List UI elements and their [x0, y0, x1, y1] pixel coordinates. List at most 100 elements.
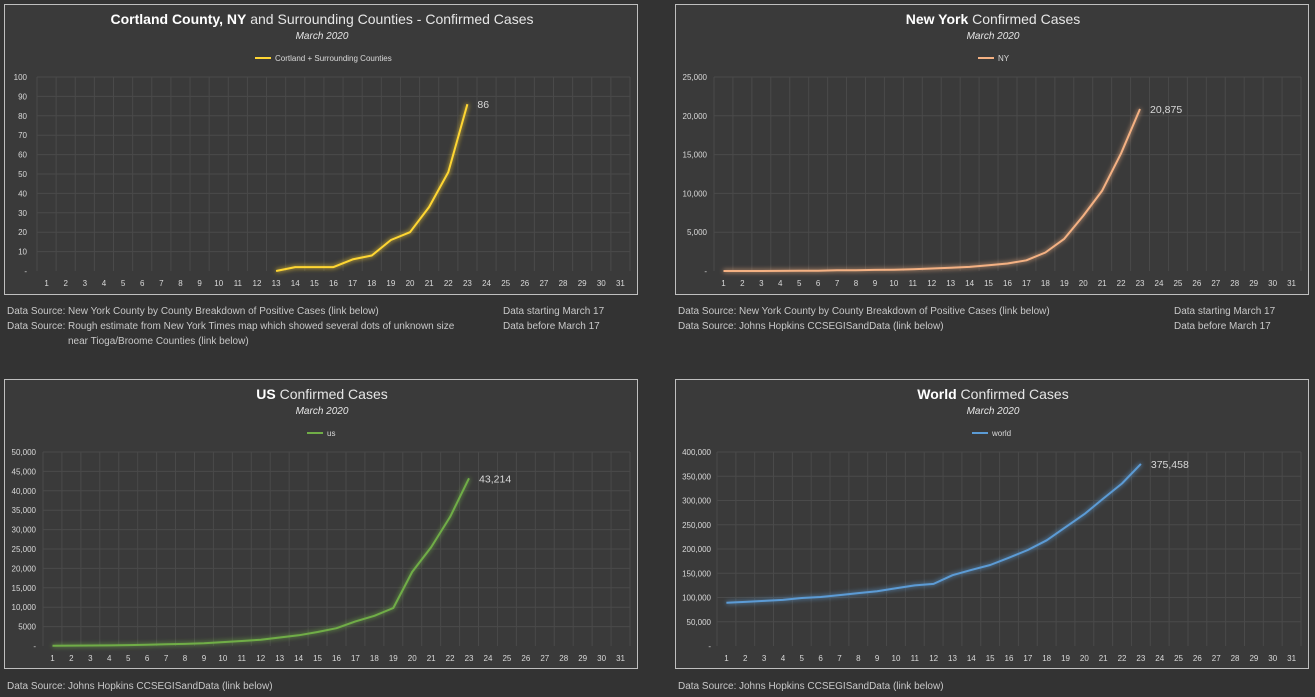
x-tick-label: 23: [1136, 279, 1145, 288]
y-tick-label: 35,000: [12, 506, 37, 515]
x-tick-label: 6: [816, 279, 821, 288]
x-tick-label: 19: [1061, 654, 1070, 663]
x-tick-label: 30: [597, 279, 606, 288]
x-tick-label: 6: [145, 654, 150, 663]
us-source-1: Data Source: Johns Hopkins CCSEGISandData…: [7, 679, 273, 694]
series-line: [275, 103, 469, 272]
x-tick-label: 14: [291, 279, 300, 288]
y-tick-label: 10,000: [683, 189, 708, 198]
x-tick-label: 7: [164, 654, 169, 663]
chart-subtitle: March 2020: [296, 31, 349, 42]
x-tick-label: 3: [762, 654, 767, 663]
y-tick-label: 100: [14, 73, 28, 82]
x-tick-label: 4: [107, 654, 112, 663]
x-tick-label: 22: [1117, 279, 1126, 288]
x-tick-label: 1: [724, 654, 729, 663]
x-tick-label: 30: [597, 654, 606, 663]
x-tick-label: 4: [102, 279, 107, 288]
y-tick-label: 350,000: [682, 472, 711, 481]
x-tick-label: 23: [465, 654, 474, 663]
world-source-1: Data Source: Johns Hopkins CCSEGISandData…: [678, 679, 944, 694]
x-tick-label: 5: [126, 654, 131, 663]
x-tick-label: 7: [837, 654, 842, 663]
x-tick-label: 14: [294, 654, 303, 663]
x-tick-label: 17: [351, 654, 360, 663]
x-tick-label: 16: [329, 279, 338, 288]
y-tick-label: 25,000: [683, 73, 708, 82]
x-tick-label: 20: [1080, 654, 1089, 663]
x-tick-label: 26: [521, 654, 530, 663]
us-chart: US Confirmed Cases March 2020 us - 5000 10…: [4, 379, 638, 669]
x-tick-label: 19: [389, 654, 398, 663]
data-label: 20,875: [1150, 104, 1182, 116]
x-tick-label: 12: [929, 654, 938, 663]
source-text: Rough estimate from New York Times map w…: [68, 321, 455, 347]
x-tick-label: 8: [856, 654, 861, 663]
x-tick-label: 6: [140, 279, 145, 288]
legend-label: world: [991, 429, 1011, 438]
cortland-chart: Cortland County, NY and Surrounding Coun…: [4, 4, 638, 295]
x-tick-label: 1: [44, 279, 49, 288]
ny-chart-svg: New York Confirmed Cases March 2020 NY -…: [683, 11, 1302, 288]
x-tick-label: 20: [1079, 279, 1088, 288]
x-tick-label: 15: [313, 654, 322, 663]
x-tick-label: 20: [406, 279, 415, 288]
x-tick-label: 25: [502, 654, 511, 663]
source-label: Data Source:: [7, 306, 66, 317]
x-tick-label: 30: [1268, 654, 1277, 663]
ny-source-note-1: Data starting March 17: [1174, 304, 1275, 319]
legend-label: NY: [998, 54, 1010, 63]
cortland-chart-svg: Cortland County, NY and Surrounding Coun…: [14, 11, 631, 288]
x-tick-label: 24: [1155, 279, 1164, 288]
x-tick-label: 11: [238, 654, 247, 663]
x-tick-label: 2: [743, 654, 748, 663]
x-tick-label: 13: [946, 279, 955, 288]
y-tick-label: 150,000: [682, 569, 711, 578]
x-tick-label: 14: [965, 279, 974, 288]
source-label: Data Source:: [7, 321, 66, 332]
ny-source-2: Data Source: Johns Hopkins CCSEGISandData…: [678, 319, 944, 334]
source-note: Data starting March 17: [503, 306, 605, 317]
data-label: 375,458: [1151, 459, 1189, 471]
source-note: Data starting March 17: [1174, 306, 1276, 317]
x-tick-label: 28: [1230, 279, 1239, 288]
x-tick-label: 29: [578, 279, 587, 288]
y-tick-label: 50: [18, 170, 27, 179]
x-tick-label: 31: [616, 279, 625, 288]
x-tick-label: 16: [332, 654, 341, 663]
y-tick-label: 250,000: [682, 521, 711, 530]
y-tick-label: 50,000: [12, 448, 37, 457]
x-tick-label: 22: [446, 654, 455, 663]
x-tick-label: 12: [253, 279, 262, 288]
source-label: Data Source:: [678, 321, 737, 332]
x-tick-label: 22: [444, 279, 453, 288]
y-tick-label: 400,000: [682, 448, 711, 457]
y-tick-label: 10: [18, 248, 27, 257]
x-tick-label: 20: [408, 654, 417, 663]
x-tick-label: 29: [578, 654, 587, 663]
y-tick-label: 25,000: [12, 545, 37, 554]
x-tick-label: 17: [1022, 279, 1031, 288]
x-tick-label: 10: [892, 654, 901, 663]
y-tick-label: -: [704, 267, 707, 276]
x-tick-label: 8: [854, 279, 859, 288]
x-tick-label: 11: [909, 279, 918, 288]
y-tick-label: 5,000: [687, 228, 708, 237]
legend-label: Cortland + Surrounding Counties: [275, 54, 392, 63]
cortland-source-1: Data Source: New York County by County Br…: [7, 304, 379, 319]
y-tick-label: -: [708, 642, 711, 651]
x-tick-label: 23: [463, 279, 472, 288]
x-tick-label: 11: [911, 654, 920, 663]
x-tick-label: 5: [797, 279, 802, 288]
x-tick-label: 29: [1249, 279, 1258, 288]
x-tick-label: 18: [367, 279, 376, 288]
chart-title: US Confirmed Cases: [256, 386, 388, 402]
plot-area: - 50,000 100,000 150,000 200,000 250,000 300,0…: [682, 448, 1302, 663]
x-tick-label: 28: [1231, 654, 1240, 663]
x-tick-label: 7: [159, 279, 164, 288]
us-chart-svg: US Confirmed Cases March 2020 us - 5000 10…: [12, 386, 631, 663]
x-tick-label: 17: [1023, 654, 1032, 663]
x-tick-label: 3: [759, 279, 764, 288]
